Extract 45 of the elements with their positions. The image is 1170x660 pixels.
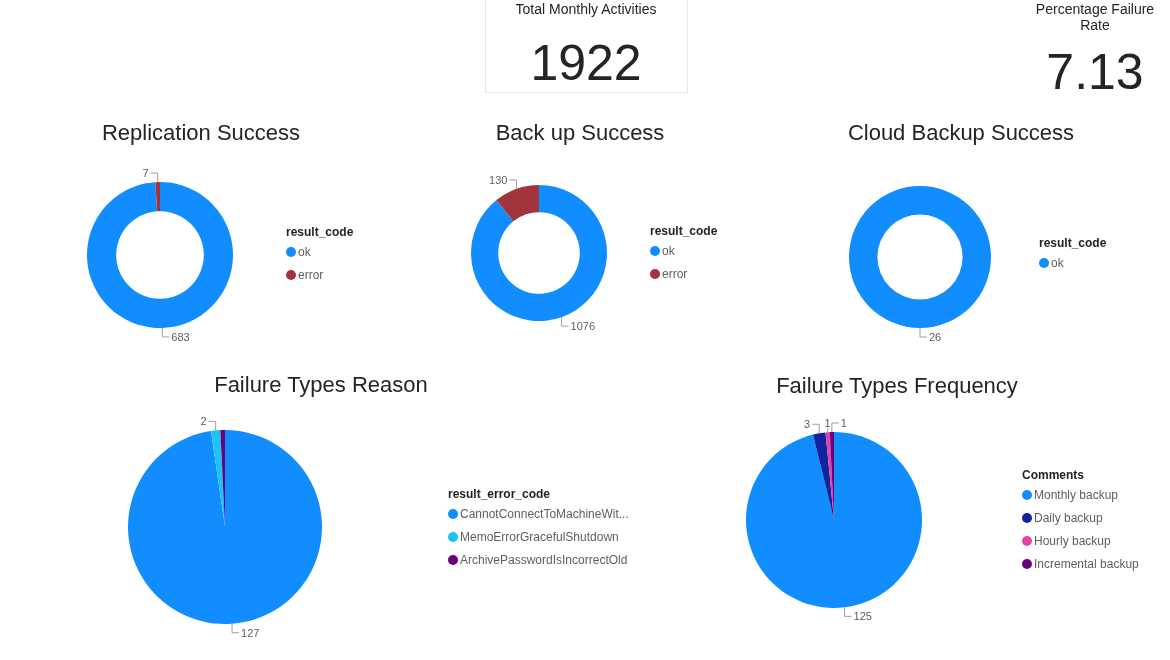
legend-label: ok [662,244,676,258]
legend-label: CannotConnectToMachineWit... [460,507,629,521]
text: 1922 [530,35,642,91]
text: Percentage Failure Rate [1035,1,1155,33]
donut-slice [471,185,607,321]
donut-slice [155,182,160,212]
legend-title: result_code [650,224,718,238]
data-label: 1076 [570,319,596,332]
data-label: 130 [489,173,508,186]
legend-label: Monthly backup [1034,488,1119,502]
legend-label: Daily backup [1034,511,1104,525]
legend-label: error [662,267,688,281]
chart-title: Failure Types Reason [214,372,428,397]
legend-label: Hourly backup [1034,534,1112,548]
data-label: 26 [929,330,942,343]
text: Total Monthly Activities [515,1,657,17]
donut-slice [496,185,539,222]
pie-slice [746,432,922,608]
legend-label: ArchivePasswordIsIncorrectOld [460,553,628,567]
data-label: 1 [824,417,831,430]
chart-title: Failure Types Frequency [776,373,1018,398]
donut-slice [87,182,233,328]
data-label: 683 [171,330,190,343]
legend-label: Incremental backup [1034,557,1140,571]
legend-label: MemoErrorGracefulShutdown [460,530,619,544]
legend-title: Comments [1022,468,1085,482]
legend-label: error [298,268,324,282]
chart-title: Replication Success [101,120,301,145]
chart-title: Back up Success [495,120,665,145]
data-label: 127 [241,626,260,639]
pie-slice [812,432,834,520]
text: 7.13 [1046,44,1144,100]
chart-title: Cloud Backup Success [847,120,1075,145]
legend-label: ok [1051,256,1065,270]
legend-label: ok [298,245,312,259]
pie-slice [128,430,322,624]
data-label: 125 [853,610,872,623]
pie-slice [210,430,225,527]
data-label: 2 [200,415,207,428]
legend-title: result_error_code [448,487,551,501]
data-label: 7 [142,166,149,179]
legend-title: result_code [1039,236,1107,250]
data-label: 3 [804,418,811,431]
data-label: 1 [840,416,847,429]
legend-title: result_code [286,225,354,239]
